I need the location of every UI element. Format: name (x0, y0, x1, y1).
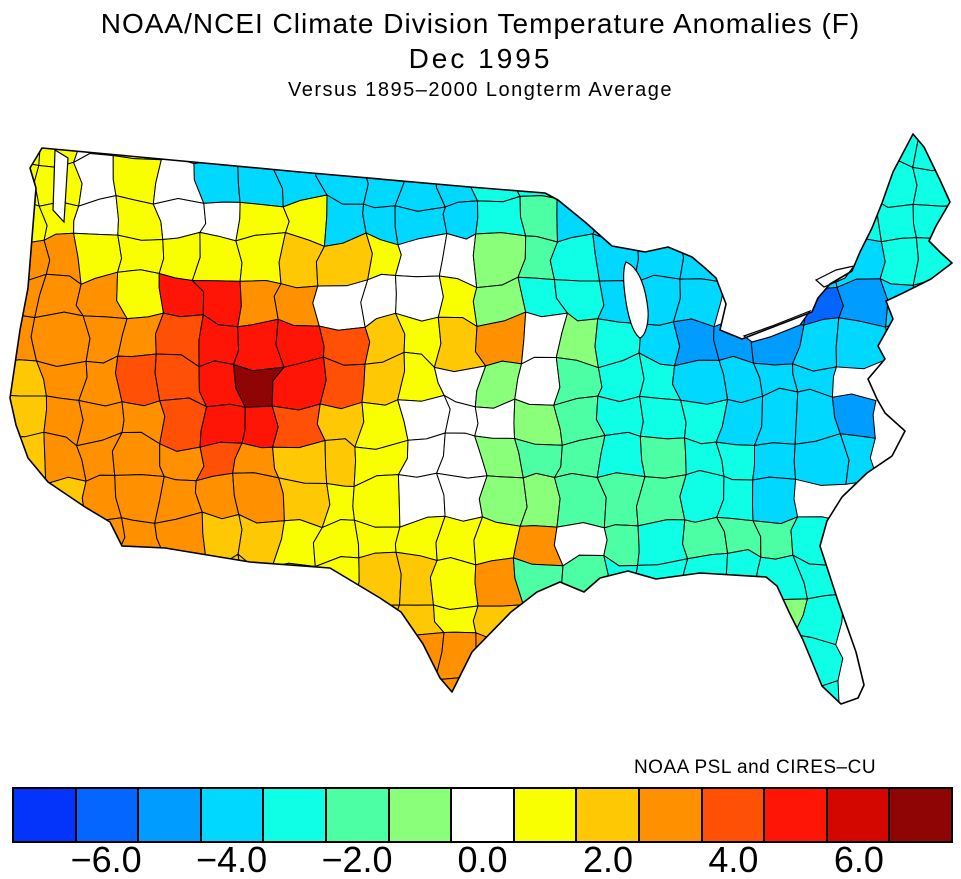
climate-division-cell (757, 633, 802, 686)
climate-division-cell (634, 558, 689, 606)
climate-division-cell (636, 474, 687, 527)
climate-division-cell (514, 356, 561, 406)
colorbar-cell (324, 789, 388, 841)
climate-division-cell (30, 311, 91, 367)
climate-division-cell (512, 160, 558, 200)
climate-division-cell (84, 517, 126, 558)
colorbar-tick: 0.0 (457, 839, 508, 879)
climate-division-cell (832, 197, 882, 243)
climate-division-cell (682, 552, 729, 609)
climate-division-cell (10, 161, 40, 207)
colorbar-tick-labels: −6.0 −4.0 −2.0 0.0 2.0 4.0 6.0 (12, 841, 953, 879)
climate-division-cell (241, 405, 279, 449)
climate-division-cell (393, 632, 445, 689)
climate-division-cell (271, 562, 317, 609)
climate-division-cell (159, 397, 208, 452)
climate-division-cell (431, 677, 486, 704)
climate-division-cell (637, 519, 689, 566)
climate-division-cell (912, 237, 952, 286)
colorbar-cell (637, 789, 701, 841)
climate-division-cell (639, 435, 687, 479)
colorbar-tick: 4.0 (708, 839, 759, 879)
colorbar-cell (825, 789, 889, 841)
climate-division-cell (235, 232, 286, 285)
climate-division-cell (554, 473, 607, 529)
colorbar-cell (262, 789, 325, 841)
climate-division-cell (673, 278, 726, 328)
climate-division-cell (319, 356, 366, 410)
climate-division-cell (519, 195, 558, 243)
climate-division-cell (33, 516, 92, 565)
climate-division-mesh (10, 134, 952, 704)
climate-division-cell (631, 197, 688, 242)
lake-michigan (623, 261, 649, 339)
climate-division-cell (751, 233, 805, 289)
climate-division-cell (116, 269, 164, 320)
colorbar-tick: 2.0 (582, 839, 634, 879)
climate-division-cell (639, 395, 687, 440)
climate-division-cell (469, 158, 521, 203)
climate-division-cell (158, 231, 201, 281)
colorbar-cell (199, 789, 263, 841)
climate-division-cell (442, 200, 479, 240)
climate-division-cell (429, 557, 479, 610)
climate-division-cell (117, 234, 165, 274)
colorbar-tick: −2.0 (321, 839, 393, 879)
climate-division-cell (10, 134, 42, 166)
climate-division-cell (679, 233, 726, 284)
climate-division-cell (433, 604, 479, 634)
colorbar (12, 787, 953, 843)
climate-division-cell (237, 158, 284, 208)
climate-division-cell (10, 480, 47, 518)
colorbar-cell (74, 789, 138, 841)
climate-division-cell (10, 394, 48, 438)
climate-division-cell (596, 431, 646, 478)
climate-division-cell (475, 195, 527, 237)
climate-division-cell (115, 353, 161, 407)
data-credit: NOAA PSL and CIRES–CU (633, 757, 877, 778)
colorbar-tick: −4.0 (196, 839, 268, 879)
us-border-outline (9, 133, 953, 705)
climate-division-cell (595, 395, 644, 437)
climate-division-cell (876, 134, 921, 168)
climate-division-cell (272, 440, 328, 484)
climate-division-cell (554, 151, 606, 206)
climate-division-cell (519, 472, 561, 528)
page-title: NOAA/NCEI Climate Division Temperature A… (100, 8, 861, 39)
climate-division-cell (273, 283, 320, 327)
colorbar-cell (14, 789, 75, 841)
climate-division-cell (673, 318, 720, 367)
colorbar-cell (700, 789, 764, 841)
climate-division-cell (34, 476, 87, 526)
climate-division-cell (879, 237, 919, 286)
baseline-note: Versus 1895–2000 Longterm Average (288, 79, 673, 101)
climate-division-cell (395, 275, 444, 322)
colorbar-cell (575, 789, 638, 841)
climate-division-cell (752, 476, 799, 525)
climate-division-cell (752, 442, 797, 481)
page-subtitle: Dec 1995 (408, 43, 553, 74)
climate-division-cell (722, 549, 762, 609)
colorbar-cell (763, 789, 826, 841)
climate-division-cell (312, 279, 369, 331)
climate-division-cell (271, 403, 326, 449)
puget-sound (52, 148, 69, 224)
climate-division-cell (199, 403, 246, 448)
climate-division-cell (912, 162, 952, 207)
colorbar-cell (137, 789, 200, 841)
colorbar-tick: 6.0 (833, 839, 884, 879)
colorbar-cell (512, 789, 576, 841)
climate-division-cell (112, 134, 164, 161)
colorbar-cell (888, 789, 951, 841)
climate-division-cell (324, 438, 357, 487)
climate-division-cell (195, 553, 243, 606)
colorbar-cell (387, 789, 451, 841)
colorbar-tick: −6.0 (70, 839, 142, 879)
climate-division-cell (672, 359, 729, 405)
climate-division-cell (10, 431, 47, 489)
colorbar-cell (450, 789, 513, 841)
